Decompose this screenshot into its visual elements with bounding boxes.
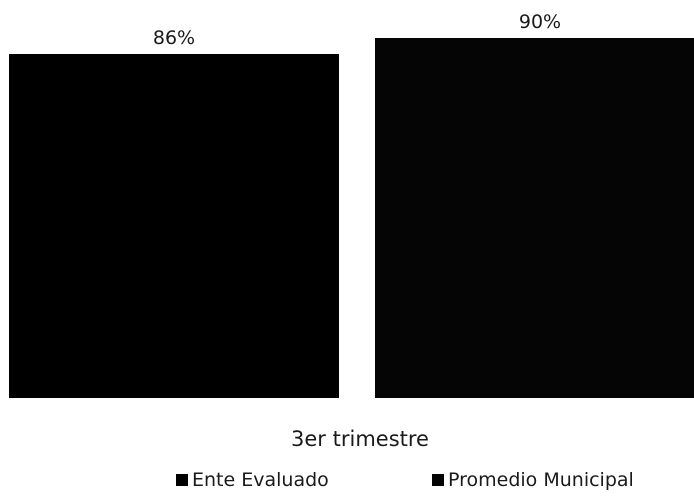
- data-labels-layer: 86% 90%: [153, 11, 561, 49]
- bars-layer: [9, 38, 694, 398]
- bar-ente-evaluado: [9, 54, 339, 398]
- legend-swatch-promedio-municipal: [432, 474, 444, 486]
- legend-label-ente-evaluado: Ente Evaluado: [192, 469, 329, 491]
- legend-swatch-ente-evaluado: [176, 474, 188, 486]
- data-label-promedio-municipal: 90%: [519, 11, 561, 33]
- category-label: 3er trimestre: [291, 427, 429, 451]
- legend-label-promedio-municipal: Promedio Municipal: [448, 469, 634, 491]
- data-label-ente-evaluado: 86%: [153, 27, 195, 49]
- bar-promedio-municipal: [375, 38, 694, 398]
- legend: Ente Evaluado Promedio Municipal: [176, 469, 634, 491]
